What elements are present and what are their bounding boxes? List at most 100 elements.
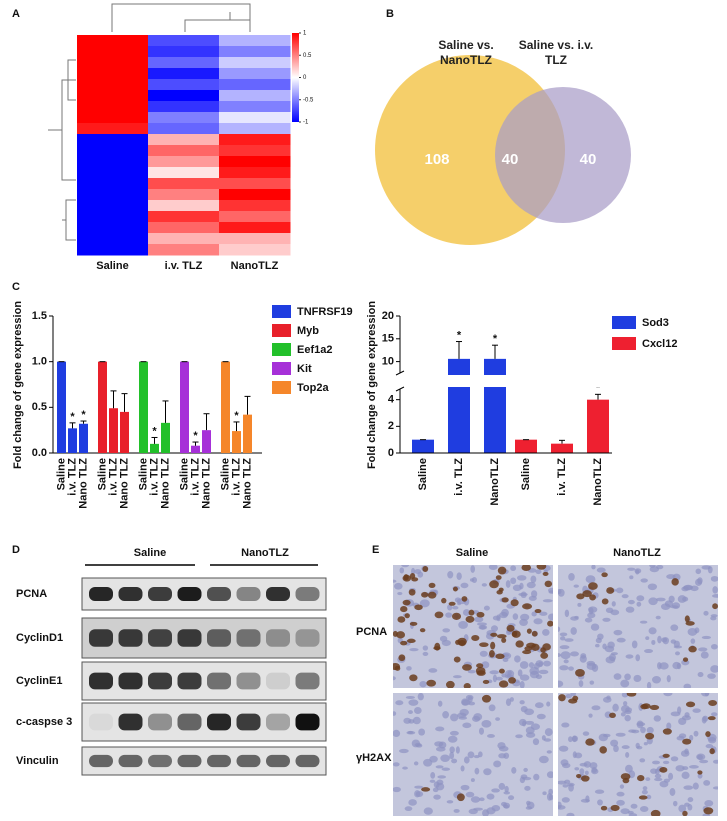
nucleus bbox=[453, 808, 460, 813]
stained-nucleus bbox=[463, 683, 471, 688]
nucleus bbox=[510, 565, 517, 572]
significance-star: * bbox=[596, 382, 601, 394]
x-tick-label: i.v. TLZ bbox=[107, 458, 119, 496]
heatmap-cell bbox=[219, 233, 291, 245]
nucleus bbox=[548, 788, 553, 795]
nucleus bbox=[516, 575, 527, 581]
x-tick-label: NanoTLZ bbox=[592, 458, 604, 506]
nucleus bbox=[705, 743, 714, 749]
nucleus bbox=[620, 712, 626, 717]
nucleus bbox=[616, 799, 625, 806]
nucleus bbox=[627, 810, 634, 815]
nucleus bbox=[574, 615, 579, 619]
nucleus bbox=[605, 607, 614, 614]
nucleus bbox=[710, 665, 718, 673]
blot-band bbox=[148, 586, 172, 602]
blot-band bbox=[118, 754, 143, 768]
nucleus bbox=[661, 637, 668, 643]
nucleus bbox=[689, 734, 694, 741]
legend-label: Cxcl12 bbox=[642, 338, 677, 350]
nucleus bbox=[548, 587, 553, 593]
blot-band bbox=[148, 672, 172, 690]
nucleus bbox=[625, 752, 630, 758]
nucleus bbox=[635, 654, 641, 662]
column-dendrogram bbox=[111, 3, 251, 32]
stained-nucleus bbox=[468, 609, 475, 616]
nucleus bbox=[493, 760, 502, 768]
stained-nucleus bbox=[609, 712, 616, 718]
nucleus bbox=[653, 715, 662, 722]
y-axis-label: Fold change of gene expression bbox=[12, 301, 24, 469]
row-label: PCNA bbox=[356, 626, 387, 638]
nucleus bbox=[613, 744, 619, 753]
nucleus bbox=[666, 574, 676, 580]
nucleus bbox=[587, 612, 596, 619]
stained-nucleus bbox=[684, 615, 690, 623]
stained-nucleus bbox=[400, 606, 408, 613]
stained-nucleus bbox=[637, 775, 645, 782]
nucleus bbox=[514, 655, 521, 663]
nucleus bbox=[625, 606, 635, 613]
legend-label: Eef1a2 bbox=[297, 344, 332, 356]
nucleus bbox=[478, 624, 488, 630]
heatmap-cell bbox=[77, 167, 149, 179]
stained-nucleus bbox=[659, 767, 668, 773]
legend-swatch bbox=[272, 362, 291, 375]
nucleus bbox=[461, 699, 471, 706]
nucleus bbox=[409, 648, 419, 652]
nucleus bbox=[428, 668, 438, 673]
stained-nucleus bbox=[495, 653, 505, 660]
stained-nucleus bbox=[682, 810, 688, 816]
stained-nucleus bbox=[403, 574, 409, 581]
blot-band bbox=[118, 672, 143, 690]
nucleus bbox=[620, 808, 630, 815]
stained-nucleus bbox=[421, 591, 429, 598]
blot-band bbox=[236, 754, 261, 768]
nucleus bbox=[436, 746, 446, 752]
nucleus bbox=[437, 700, 443, 707]
nucleus bbox=[607, 641, 615, 649]
stained-nucleus bbox=[506, 624, 515, 632]
nucleus bbox=[467, 751, 475, 759]
nucleus bbox=[393, 729, 401, 738]
stained-nucleus bbox=[705, 731, 711, 737]
nucleus bbox=[463, 756, 470, 764]
nucleus bbox=[669, 788, 676, 796]
x-tick-label: Nano TLZ bbox=[118, 458, 130, 509]
heatmap-cell bbox=[148, 200, 220, 212]
stained-nucleus bbox=[662, 753, 670, 758]
bar bbox=[587, 399, 609, 453]
heatmap-cell bbox=[77, 156, 149, 168]
nucleus bbox=[636, 601, 642, 607]
heatmap-cell bbox=[77, 79, 149, 91]
stained-nucleus bbox=[498, 668, 505, 674]
stained-nucleus bbox=[581, 775, 590, 782]
blot-band bbox=[89, 672, 113, 690]
nucleus bbox=[584, 617, 593, 623]
stained-nucleus bbox=[650, 809, 661, 816]
nucleus bbox=[468, 701, 476, 706]
bar bbox=[79, 423, 88, 453]
nucleus bbox=[688, 765, 699, 769]
nucleus bbox=[652, 760, 661, 765]
nucleus bbox=[657, 635, 662, 644]
stained-nucleus bbox=[422, 565, 429, 573]
stained-nucleus bbox=[393, 662, 401, 671]
micrograph bbox=[393, 693, 553, 816]
heatmap-cell bbox=[219, 211, 291, 223]
nucleus bbox=[654, 773, 662, 779]
column-label: NanoTLZ bbox=[231, 260, 279, 272]
stained-nucleus bbox=[427, 591, 437, 599]
nucleus bbox=[657, 662, 662, 670]
blot-row-label: c-caspse 3 bbox=[16, 716, 72, 728]
stained-nucleus bbox=[542, 643, 551, 651]
heatmap-cell bbox=[219, 134, 291, 146]
nucleus bbox=[644, 649, 654, 654]
bar bbox=[551, 443, 573, 453]
significance-star: * bbox=[493, 333, 498, 345]
bar bbox=[68, 428, 77, 453]
nucleus bbox=[526, 800, 531, 806]
nucleus bbox=[591, 705, 601, 711]
micrograph-bg bbox=[558, 693, 718, 816]
stained-nucleus bbox=[501, 637, 507, 643]
